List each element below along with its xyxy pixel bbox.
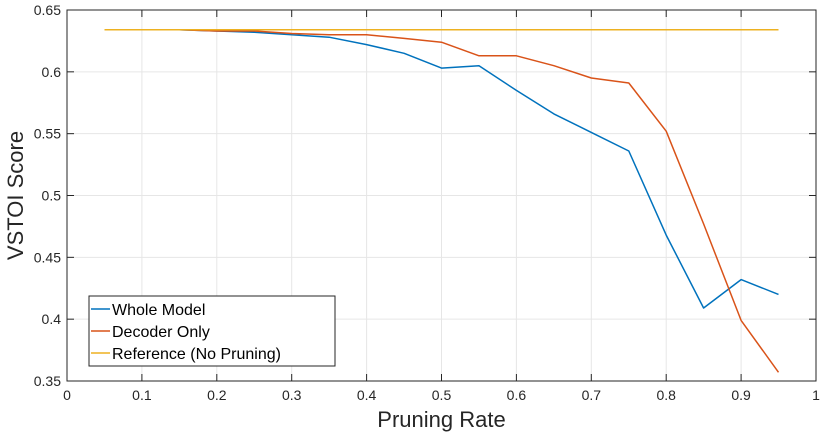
x-tick-label: 0.3 <box>282 387 302 403</box>
x-tick-label: 0.6 <box>507 387 527 403</box>
grid <box>67 10 816 381</box>
x-tick-label: 1 <box>812 387 820 403</box>
x-tick-label: 0.7 <box>582 387 602 403</box>
y-tick-label: 0.4 <box>42 311 62 327</box>
x-tick-label: 0.4 <box>357 387 377 403</box>
x-tick-label: 0 <box>63 387 71 403</box>
legend-box <box>88 295 336 367</box>
legend-label-decoder-only: Decoder Only <box>112 324 210 341</box>
y-tick-label: 0.55 <box>34 126 61 142</box>
series-group <box>104 29 780 373</box>
y-tick-label: 0.6 <box>42 64 62 80</box>
y-axis-label: VSTOI Score <box>3 131 28 260</box>
y-tick-label: 0.45 <box>34 249 61 265</box>
x-tick-label: 0.2 <box>207 387 227 403</box>
y-tick-label: 0.5 <box>42 188 62 204</box>
x-tick-label: 0.8 <box>656 387 676 403</box>
x-axis-label: Pruning Rate <box>377 407 505 432</box>
legend: Whole Model Decoder Only Reference (No Pru… <box>88 295 336 367</box>
y-tick-label: 0.65 <box>34 2 61 18</box>
legend-label-reference-no-pruning: Reference (No Pruning) <box>112 346 281 363</box>
x-tick-label: 0.9 <box>731 387 751 403</box>
y-tick-label: 0.35 <box>34 373 61 389</box>
series-line-decoder-only <box>104 29 780 373</box>
x-tick-label: 0.5 <box>432 387 452 403</box>
x-tick-label: 0.1 <box>132 387 152 403</box>
ticks: 0 0.1 0.2 0.3 0.4 0.5 0.6 0.7 0.8 0.9 1 0.35 0.4 0.45… <box>34 2 820 403</box>
legend-label-whole-model: Whole Model <box>112 302 205 319</box>
